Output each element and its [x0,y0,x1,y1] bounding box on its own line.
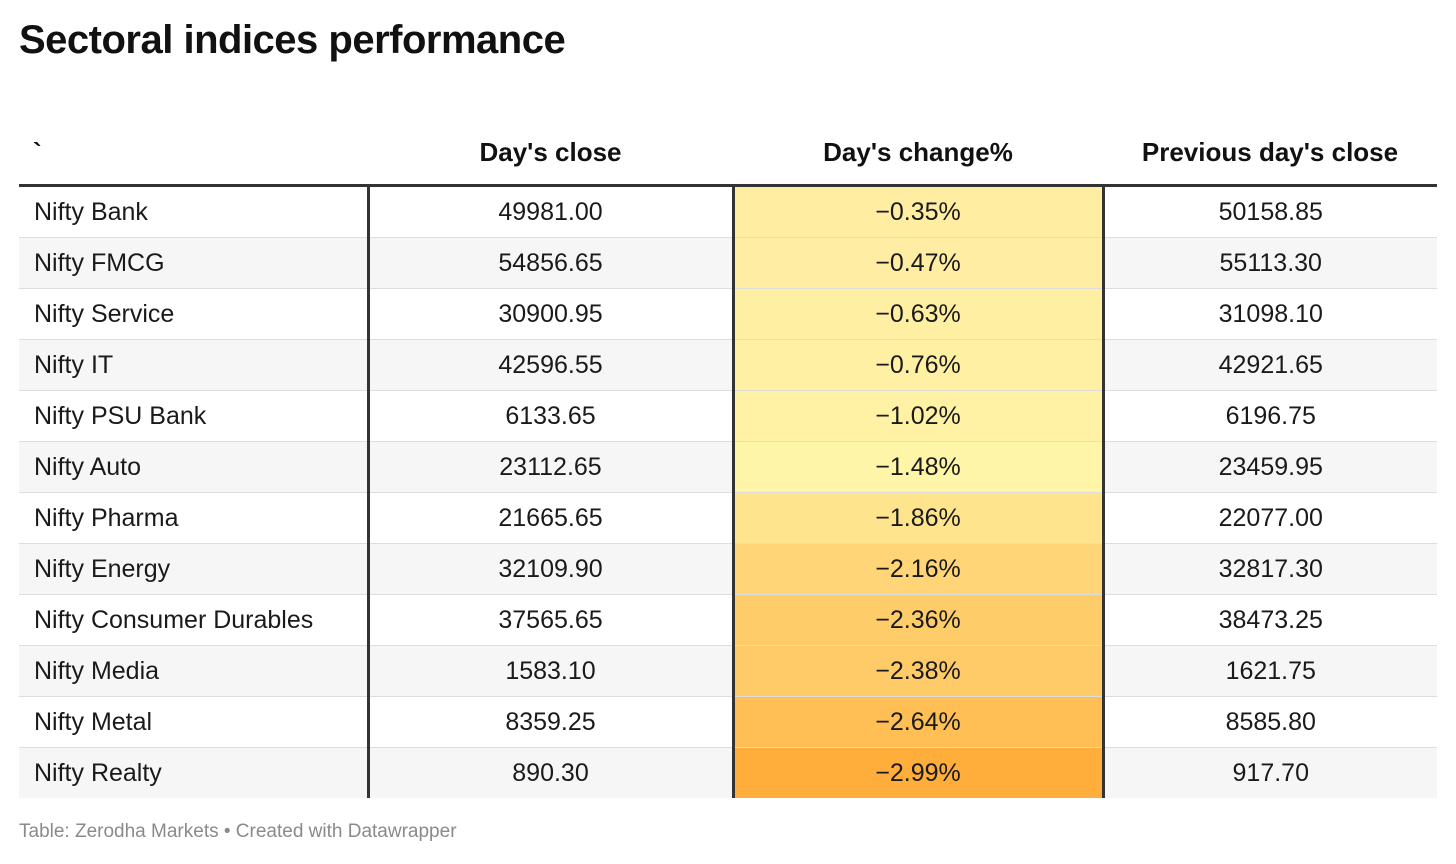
cell-index-name: Nifty Realty [19,747,370,798]
cell-days-change: −2.16% [733,543,1105,595]
table-row: Nifty Bank 49981.00 −0.35% 50158.85 [19,185,1437,238]
column-header-name[interactable]: ` [19,104,368,187]
cell-days-close: 1583.10 [368,645,735,697]
cell-previous-close: 23459.95 [1103,441,1437,493]
cell-days-close: 6133.65 [368,390,735,442]
cell-index-name: Nifty IT [19,339,370,391]
cell-previous-close: 22077.00 [1103,492,1437,544]
cell-index-name: Nifty Media [19,645,370,697]
table-row: Nifty Media 1583.10 −2.38% 1621.75 [19,645,1437,697]
cell-previous-close: 1621.75 [1103,645,1437,697]
cell-days-change: −0.35% [733,185,1105,238]
cell-days-close: 49981.00 [368,185,735,238]
cell-days-close: 890.30 [368,747,735,798]
cell-days-change: −2.36% [733,594,1105,646]
cell-days-change: −0.47% [733,237,1105,289]
column-header-days-close[interactable]: Day's close [368,104,733,187]
table-row: Nifty Auto 23112.65 −1.48% 23459.95 [19,441,1437,493]
table-row: Nifty Consumer Durables 37565.65 −2.36% 384… [19,594,1437,646]
cell-index-name: Nifty Auto [19,441,370,493]
cell-previous-close: 917.70 [1103,747,1437,798]
cell-days-change: −2.64% [733,696,1105,748]
page-title: Sectoral indices performance [19,18,566,62]
cell-days-close: 42596.55 [368,339,735,391]
cell-index-name: Nifty Bank [19,185,370,238]
cell-days-close: 8359.25 [368,696,735,748]
cell-days-change: −2.99% [733,747,1105,798]
cell-days-close: 21665.65 [368,492,735,544]
cell-days-close: 30900.95 [368,288,735,340]
cell-previous-close: 31098.10 [1103,288,1437,340]
cell-days-change: −1.86% [733,492,1105,544]
cell-previous-close: 6196.75 [1103,390,1437,442]
table-row: Nifty IT 42596.55 −0.76% 42921.65 [19,339,1437,391]
table-header-row: ` Day's close Day's change% Previous day… [19,104,1437,187]
cell-index-name: Nifty Energy [19,543,370,595]
table-row: Nifty Energy 32109.90 −2.16% 32817.30 [19,543,1437,595]
cell-previous-close: 38473.25 [1103,594,1437,646]
cell-days-close: 54856.65 [368,237,735,289]
sector-table: ` Day's close Day's change% Previous day… [19,104,1437,798]
source-footer: Table: Zerodha Markets • Created with Da… [19,821,457,842]
column-header-days-change[interactable]: Day's change% [733,104,1103,187]
table-row: Nifty Realty 890.30 −2.99% 917.70 [19,747,1437,798]
cell-previous-close: 50158.85 [1103,185,1437,238]
cell-index-name: Nifty FMCG [19,237,370,289]
cell-previous-close: 32817.30 [1103,543,1437,595]
table-row: Nifty Metal 8359.25 −2.64% 8585.80 [19,696,1437,748]
cell-days-close: 23112.65 [368,441,735,493]
table-row: Nifty Pharma 21665.65 −1.86% 22077.00 [19,492,1437,544]
cell-days-change: −1.02% [733,390,1105,442]
cell-index-name: Nifty Metal [19,696,370,748]
cell-index-name: Nifty PSU Bank [19,390,370,442]
cell-days-close: 32109.90 [368,543,735,595]
cell-days-change: −2.38% [733,645,1105,697]
cell-previous-close: 55113.30 [1103,237,1437,289]
cell-index-name: Nifty Service [19,288,370,340]
table-row: Nifty FMCG 54856.65 −0.47% 55113.30 [19,237,1437,289]
table-row: Nifty PSU Bank 6133.65 −1.02% 6196.75 [19,390,1437,442]
column-header-previous-close[interactable]: Previous day's close [1103,104,1437,187]
cell-previous-close: 8585.80 [1103,696,1437,748]
cell-previous-close: 42921.65 [1103,339,1437,391]
cell-days-change: −0.76% [733,339,1105,391]
cell-days-close: 37565.65 [368,594,735,646]
cell-days-change: −1.48% [733,441,1105,493]
cell-days-change: −0.63% [733,288,1105,340]
table-row: Nifty Service 30900.95 −0.63% 31098.10 [19,288,1437,340]
cell-index-name: Nifty Consumer Durables [19,594,370,646]
cell-index-name: Nifty Pharma [19,492,370,544]
